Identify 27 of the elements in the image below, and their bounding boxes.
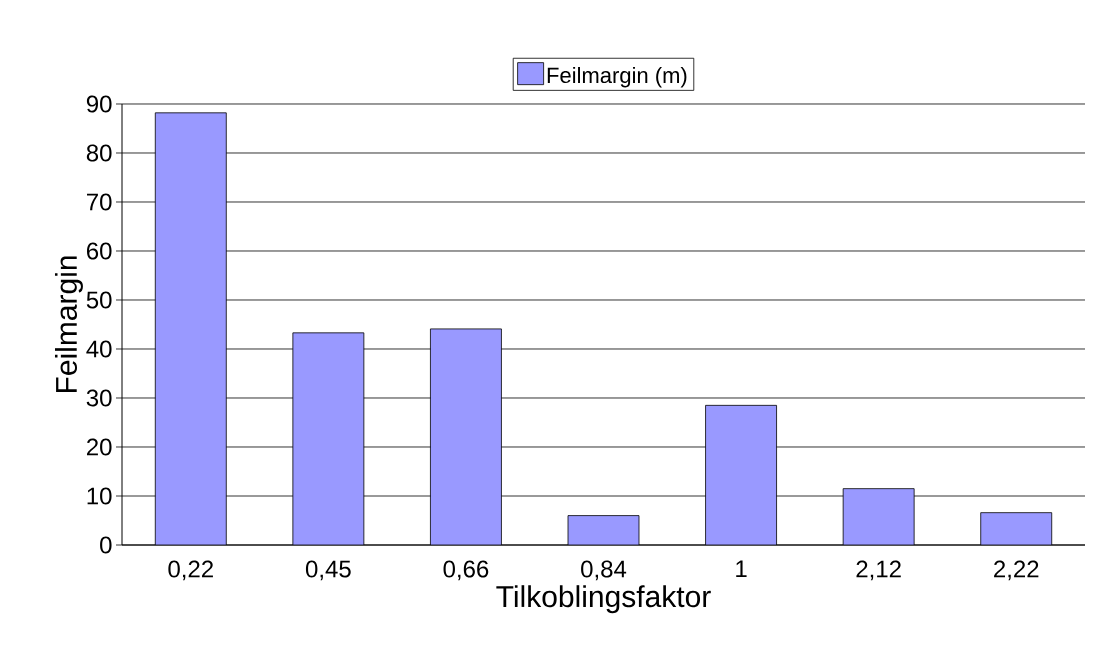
x-tick-label: 2,22: [994, 560, 1039, 581]
y-tick-label: 30: [86, 389, 112, 407]
x-tick-label: 0,22: [168, 560, 213, 581]
y-tick-label: 40: [86, 340, 112, 358]
y-tick-label: 20: [86, 438, 112, 456]
y-tick-label: 0: [100, 536, 112, 554]
bar: [567, 515, 640, 545]
x-axis-title: Tilkoblingsfaktor: [496, 585, 711, 614]
y-tick-label: 10: [87, 487, 112, 505]
x-tick-label: 0,84: [581, 560, 627, 581]
y-tick-label: 80: [86, 144, 112, 162]
bar: [430, 328, 502, 545]
y-tick-label: 60: [87, 242, 112, 260]
y-tick-label: 90: [86, 95, 112, 113]
x-tick-label: 0,66: [443, 560, 489, 581]
y-tick-label: 70: [87, 193, 112, 211]
bar: [705, 404, 777, 545]
x-tick-label: 2,12: [856, 560, 901, 581]
x-tick-label: 0,45: [305, 560, 351, 581]
bar: [980, 512, 1053, 545]
bar: [842, 488, 915, 545]
bar: [154, 112, 227, 545]
x-tick-label: 1: [736, 560, 747, 578]
y-tick-label: 50: [86, 291, 112, 309]
bar: [292, 332, 365, 545]
y-axis-title: Feilmargin: [54, 256, 83, 393]
legend-label: Feilmargin (m): [547, 66, 687, 88]
